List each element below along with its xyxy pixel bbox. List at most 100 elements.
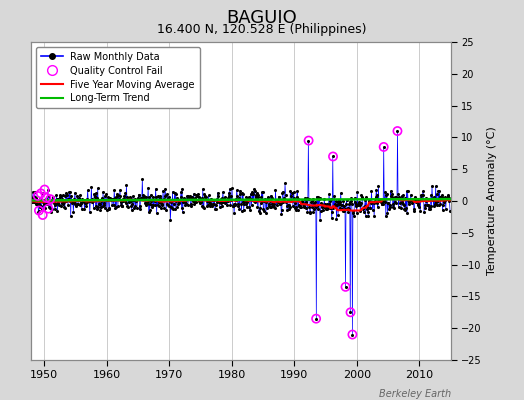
Point: [56, 194, 64, 201]
Point: [47, 206, 56, 212]
Point: [249, 198, 258, 204]
Point: [289, 189, 298, 196]
Point: [82, 202, 90, 209]
Point: [148, 204, 156, 210]
Point: [165, 193, 173, 200]
Point: [288, 197, 297, 204]
Point: [354, 202, 363, 209]
Point: [364, 209, 372, 215]
Point: [246, 206, 254, 213]
Point: [323, 201, 332, 207]
Point: [415, 204, 423, 210]
Point: [264, 194, 272, 200]
Point: [227, 197, 236, 203]
Legend: Raw Monthly Data, Quality Control Fail, Five Year Moving Average, Long-Term Tren: Raw Monthly Data, Quality Control Fail, …: [36, 47, 200, 108]
Point: [388, 204, 397, 211]
Point: [189, 197, 198, 204]
Point: [276, 201, 285, 208]
Point: [39, 198, 47, 204]
Point: [388, 194, 396, 200]
Point: [357, 192, 366, 198]
Point: [106, 196, 115, 202]
Point: [123, 194, 131, 201]
Point: [166, 216, 174, 223]
Point: [248, 197, 257, 204]
Point: [420, 205, 429, 212]
Point: [135, 192, 143, 198]
Point: [133, 196, 141, 202]
Point: [254, 194, 262, 200]
Point: [387, 190, 396, 197]
Point: [439, 207, 447, 213]
Point: [342, 197, 351, 203]
Point: [394, 191, 402, 198]
Point: [36, 196, 45, 202]
Point: [286, 204, 294, 210]
Point: [68, 200, 77, 206]
Point: [263, 198, 271, 205]
Point: [353, 189, 362, 195]
Point: [77, 200, 85, 206]
Point: [221, 194, 229, 200]
Point: [394, 128, 402, 134]
Point: [224, 198, 232, 204]
Point: [148, 202, 157, 208]
Text: BAGUIO: BAGUIO: [226, 9, 298, 27]
Point: [319, 206, 327, 213]
Point: [407, 192, 415, 198]
Point: [131, 203, 139, 209]
Point: [40, 186, 49, 193]
Point: [348, 331, 357, 338]
Point: [290, 205, 299, 212]
Point: [379, 144, 388, 150]
Point: [250, 188, 259, 194]
Point: [258, 188, 267, 195]
Point: [417, 195, 425, 202]
Point: [219, 189, 227, 196]
Point: [136, 206, 144, 212]
Point: [319, 202, 328, 209]
Point: [347, 195, 355, 202]
Point: [345, 201, 353, 207]
Point: [171, 191, 180, 198]
Point: [235, 205, 244, 212]
Point: [309, 196, 317, 202]
Point: [53, 196, 61, 202]
Point: [367, 200, 375, 206]
Point: [396, 200, 405, 206]
Point: [185, 193, 194, 200]
Point: [431, 183, 440, 190]
Point: [280, 194, 288, 201]
Point: [376, 198, 384, 204]
Point: [151, 202, 159, 208]
Point: [253, 190, 261, 196]
Point: [240, 201, 248, 208]
Point: [155, 202, 163, 209]
Point: [138, 176, 147, 182]
Point: [130, 197, 138, 203]
Point: [252, 194, 260, 200]
Point: [109, 196, 117, 202]
Point: [179, 209, 187, 215]
Point: [438, 192, 446, 199]
Point: [378, 201, 386, 207]
Point: [282, 203, 291, 210]
Point: [80, 199, 88, 206]
Point: [198, 202, 206, 209]
Point: [69, 209, 78, 216]
Point: [340, 202, 348, 209]
Point: [312, 204, 320, 210]
Point: [308, 204, 316, 211]
Point: [357, 200, 365, 206]
Point: [28, 194, 37, 200]
Point: [339, 208, 347, 214]
Point: [377, 199, 385, 205]
Point: [389, 195, 398, 201]
Point: [344, 208, 352, 215]
Point: [99, 189, 107, 195]
Point: [90, 194, 99, 200]
Point: [165, 203, 173, 210]
Point: [29, 189, 37, 196]
Point: [214, 193, 222, 199]
Point: [209, 201, 217, 207]
